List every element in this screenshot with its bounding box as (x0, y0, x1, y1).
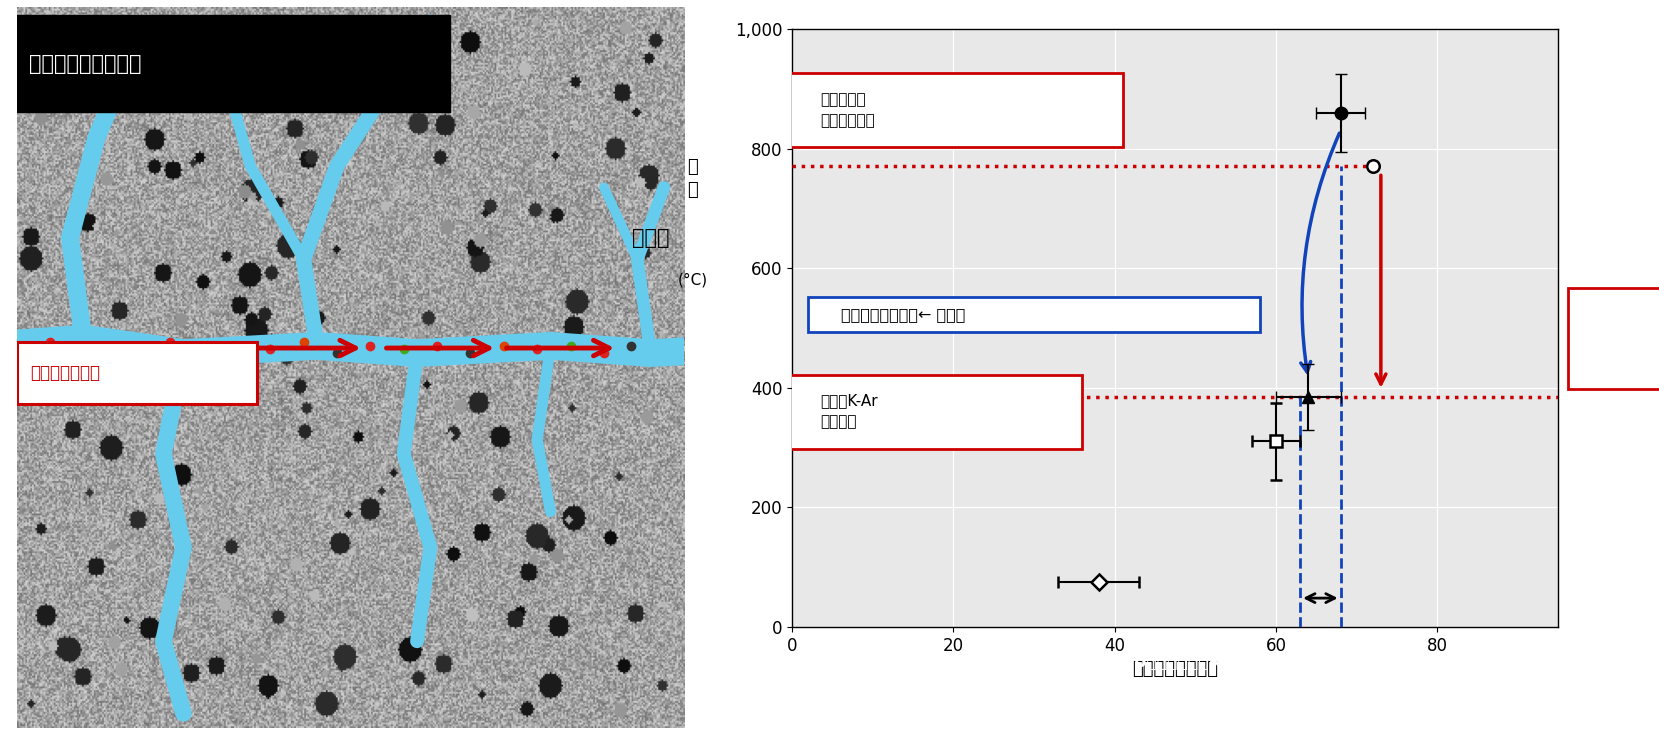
FancyBboxPatch shape (1568, 288, 1659, 389)
Text: 移流・分散現象: 移流・分散現象 (30, 364, 100, 381)
Text: 結晶質岩（花嶗岩）: 結晶質岩（花嶗岩） (28, 54, 141, 74)
FancyBboxPatch shape (17, 15, 450, 112)
FancyBboxPatch shape (17, 343, 257, 404)
Text: 割れ目: 割れ目 (632, 228, 669, 248)
